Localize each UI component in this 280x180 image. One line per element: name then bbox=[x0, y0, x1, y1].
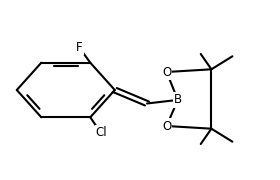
Text: O: O bbox=[162, 120, 171, 132]
Text: Cl: Cl bbox=[96, 126, 107, 139]
Text: B: B bbox=[174, 93, 182, 106]
Text: F: F bbox=[76, 41, 82, 54]
Text: O: O bbox=[162, 66, 171, 78]
